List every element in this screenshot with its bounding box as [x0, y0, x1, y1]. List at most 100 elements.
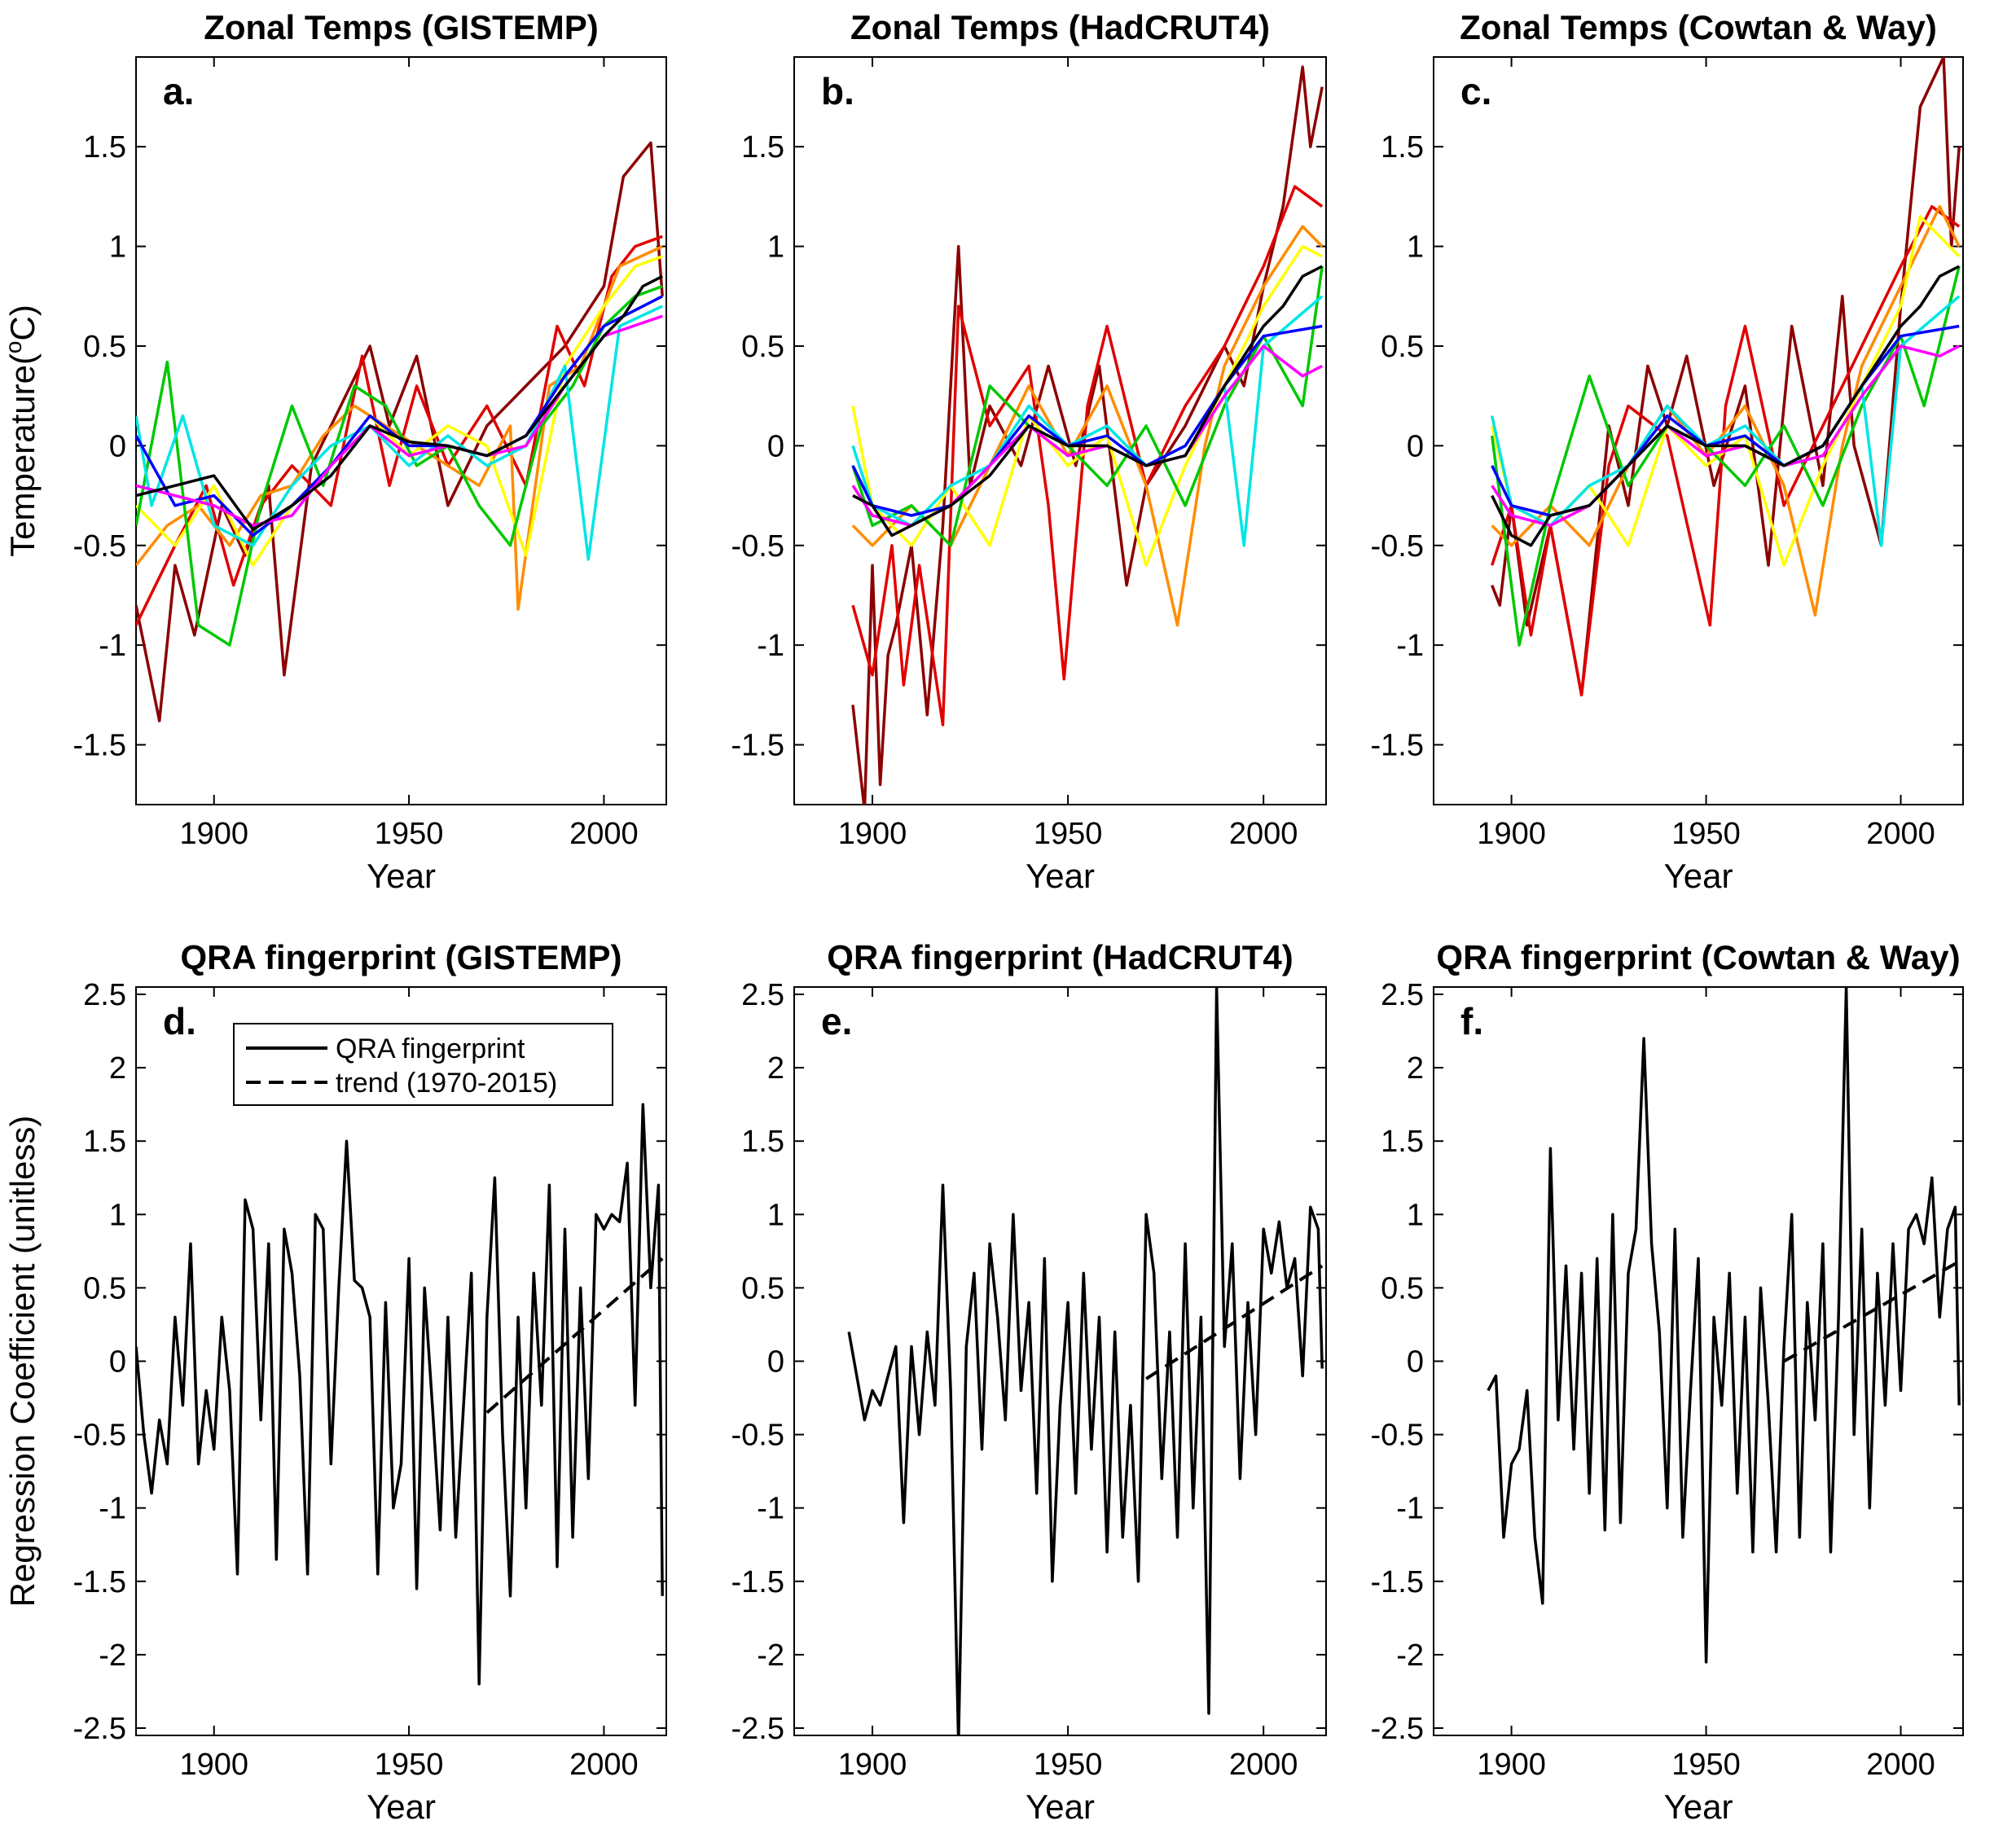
legend-entry: QRA fingerprint: [336, 1033, 525, 1064]
y-axis-label-part: o: [1, 340, 26, 353]
series-line: [136, 295, 663, 537]
y-tick-label: -1.5: [73, 1565, 126, 1599]
series-line: [136, 274, 663, 531]
axes-box: [1433, 56, 1964, 805]
trend-line: [1783, 1260, 1961, 1363]
x-tick-label: 2000: [1866, 1748, 1935, 1782]
x-axis-label: Year: [1026, 1788, 1095, 1825]
series-group: [1487, 987, 1961, 1664]
series-group: [847, 987, 1324, 1735]
y-tick-label: 1: [767, 1198, 784, 1232]
panel-title: QRA fingerprint (HadCRUT4): [827, 938, 1293, 976]
panel-4: QRA fingerprint (GISTEMP) -2.5 -2 -1.5 -1 -0.…: [3, 938, 667, 1825]
y-tick-label: 0: [109, 429, 126, 463]
y-tick-label: 0: [1407, 429, 1424, 463]
y-tick-label: 1.5: [1381, 1125, 1424, 1159]
x-tick-label: 1950: [375, 1748, 444, 1782]
panel-title: Zonal Temps (GISTEMP): [204, 8, 599, 46]
y-tick-label: 1: [109, 1198, 126, 1232]
series-line: [1491, 57, 1961, 697]
panel-label: c.: [1460, 70, 1491, 112]
series-line: [1487, 987, 1961, 1664]
panel-5: QRA fingerprint (HadCRUT4) -2.5 -2 -1.5 -1 -0…: [731, 938, 1327, 1825]
series-line: [136, 314, 663, 528]
y-tick-label: -1.5: [1371, 1565, 1424, 1599]
y-tick-label: -1: [99, 1492, 126, 1526]
y-tick-label: 0: [1407, 1345, 1424, 1380]
panel-label: a.: [163, 70, 194, 112]
y-tick-label: -2: [99, 1639, 126, 1673]
y-tick-label: 1: [1407, 1198, 1424, 1232]
axes-box: [793, 56, 1327, 805]
x-tick-label: 1900: [838, 817, 907, 851]
y-tick-label: -0.5: [73, 1419, 126, 1453]
y-axis-label: Temperature(oC): [1, 305, 42, 557]
y-tick-label: 2: [1407, 1051, 1424, 1086]
x-axis-label: Year: [367, 1788, 436, 1825]
x-tick-label: 1950: [375, 817, 444, 851]
x-tick-label: 1900: [179, 1748, 248, 1782]
x-tick-label: 1950: [1034, 1748, 1103, 1782]
x-tick-label: 1900: [838, 1748, 907, 1782]
y-tick-label: 2.5: [741, 978, 784, 1012]
y-tick-label: -1.5: [731, 729, 784, 763]
legend-box: [233, 1023, 613, 1106]
y-tick-label: -1.5: [73, 729, 126, 763]
series-line: [851, 295, 1324, 547]
series-line: [136, 305, 663, 561]
y-tick-label: 0.5: [741, 1271, 784, 1305]
legend: QRA fingerprint trend (1970-2015): [233, 1023, 613, 1106]
series-line: [1491, 344, 1960, 528]
x-tick-label: 1950: [1671, 817, 1741, 851]
y-tick-label: 0.5: [83, 330, 126, 364]
x-tick-label: 1900: [1477, 817, 1546, 851]
y-tick-label: 1.5: [741, 130, 784, 165]
y-tick-label: 2.5: [1381, 978, 1424, 1012]
x-tick-label: 1900: [1477, 1748, 1546, 1782]
panel-title: Zonal Temps (Cowtan & Way): [1460, 8, 1937, 46]
legend-entry: trend (1970-2015): [336, 1068, 557, 1099]
panel-6: QRA fingerprint (Cowtan & Way) -2.5 -2 -1.5…: [1371, 938, 1964, 1825]
y-tick-label: -1.5: [731, 1565, 784, 1599]
x-tick-label: 2000: [569, 817, 639, 851]
y-tick-label: -2.5: [73, 1712, 126, 1746]
series-line: [851, 65, 1324, 805]
series-group: [136, 1103, 664, 1686]
series-line: [136, 284, 663, 647]
x-tick-label: 2000: [1866, 817, 1935, 851]
y-axis-label-part: C): [3, 305, 42, 340]
y-tick-label: 0.5: [1381, 1271, 1424, 1305]
y-tick-label: 0: [767, 1345, 784, 1380]
trend-line: [485, 1257, 664, 1415]
x-axis-label: Year: [1664, 857, 1733, 895]
series-line: [136, 141, 664, 722]
y-tick-label: -0.5: [73, 529, 126, 564]
y-tick-label: 0.5: [741, 330, 784, 364]
x-tick-label: 1900: [179, 817, 248, 851]
y-tick-label: 2.5: [83, 978, 126, 1012]
panel-label: b.: [821, 70, 854, 112]
x-axis-label: Year: [367, 857, 436, 895]
panel-title: QRA fingerprint (Cowtan & Way): [1436, 938, 1960, 976]
axes-box: [135, 56, 667, 805]
y-tick-label: 1.5: [1381, 130, 1424, 165]
y-tick-label: -0.5: [1371, 529, 1424, 564]
panel-label: e.: [821, 1000, 852, 1042]
series-line: [136, 235, 663, 626]
series-line: [851, 265, 1324, 547]
y-tick-label: 0.5: [83, 1271, 126, 1305]
y-tick-label: 1: [1407, 230, 1424, 265]
x-axis-label: Year: [1026, 857, 1095, 895]
x-tick-label: 1950: [1034, 817, 1103, 851]
y-tick-label: -2: [757, 1639, 784, 1673]
panel-title: Zonal Temps (HadCRUT4): [850, 8, 1270, 46]
series-line: [1491, 204, 1961, 697]
series-line: [136, 1103, 664, 1686]
y-tick-label: -1: [757, 1492, 784, 1526]
y-tick-label: 1: [767, 230, 784, 265]
series-group: [851, 65, 1324, 805]
series-line: [136, 245, 663, 611]
series-line: [851, 225, 1324, 627]
y-tick-label: 1: [109, 230, 126, 265]
